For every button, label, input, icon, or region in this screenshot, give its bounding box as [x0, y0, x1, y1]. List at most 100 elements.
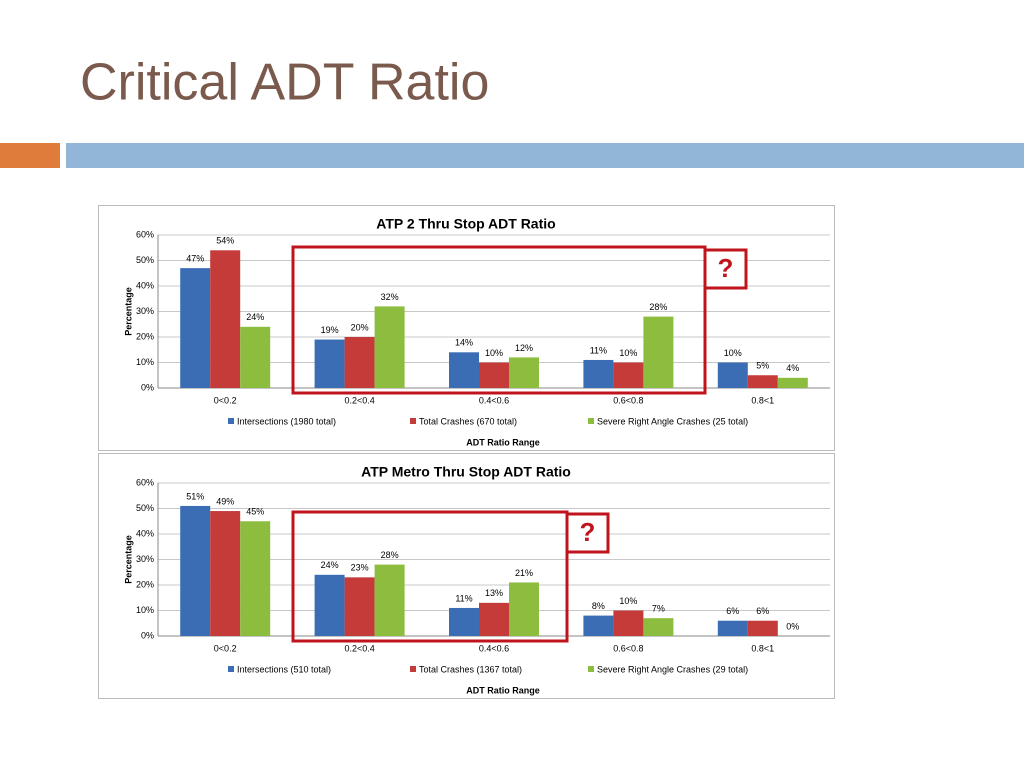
legend-label: Severe Right Angle Crashes (25 total)	[597, 416, 748, 426]
x-tick-label: 0<0.2	[214, 643, 237, 653]
data-label: 10%	[619, 596, 637, 606]
bar	[240, 521, 271, 636]
x-tick-label: 0.4<0.6	[479, 643, 509, 653]
bar	[479, 602, 509, 636]
x-tick-label: 0.8<1	[751, 643, 774, 653]
y-tick-label: 30%	[136, 554, 154, 564]
data-label: 10%	[485, 348, 503, 358]
highlight-box	[291, 245, 707, 395]
data-label: 7%	[652, 604, 665, 614]
data-label: 10%	[619, 348, 637, 358]
y-tick-label: 40%	[136, 280, 154, 290]
bar	[449, 352, 479, 388]
y-tick-label: 50%	[136, 503, 154, 513]
data-label: 6%	[726, 606, 739, 616]
chart-title: ATP 2 Thru Stop ADT Ratio	[376, 216, 555, 232]
legend-swatch	[588, 666, 594, 672]
data-label: 45%	[246, 507, 264, 517]
highlight-box	[291, 510, 569, 643]
data-label: 47%	[186, 254, 204, 264]
x-tick-label: 0<0.2	[214, 395, 237, 405]
x-tick-label: 0.6<0.8	[613, 395, 643, 405]
annotation: ?	[580, 517, 596, 547]
data-label: 28%	[649, 302, 667, 312]
data-label: 8%	[592, 601, 605, 611]
legend-label: Total Crashes (1367 total)	[419, 664, 522, 674]
data-label: 10%	[724, 348, 742, 358]
bar	[210, 250, 241, 388]
bar	[717, 620, 748, 636]
x-tick-label: 0.2<0.4	[344, 395, 374, 405]
y-axis-label: Percentage	[123, 287, 133, 336]
bar	[449, 607, 479, 636]
x-tick-label: 0.6<0.8	[613, 643, 643, 653]
legend-swatch	[228, 418, 234, 424]
y-tick-label: 10%	[136, 357, 154, 367]
bar	[180, 505, 211, 636]
data-label: 0%	[786, 621, 799, 631]
data-label: 21%	[515, 568, 533, 578]
bar	[509, 357, 539, 388]
x-tick-label: 0.8<1	[751, 395, 774, 405]
bar	[344, 337, 375, 388]
bar	[509, 582, 539, 636]
bar	[643, 618, 674, 636]
data-label: 49%	[216, 496, 234, 506]
data-label: 11%	[455, 593, 472, 603]
bar	[747, 375, 778, 388]
legend-label: Total Crashes (670 total)	[419, 416, 517, 426]
data-label: 23%	[351, 563, 369, 573]
data-label: 5%	[756, 361, 769, 371]
bar	[314, 574, 345, 636]
data-label: 51%	[186, 491, 204, 501]
bar	[777, 377, 808, 388]
annotation-box	[565, 512, 610, 554]
data-label: 24%	[246, 312, 264, 322]
y-axis-label: Percentage	[123, 535, 133, 584]
data-label: 11%	[590, 345, 607, 355]
bar	[613, 362, 644, 388]
bar	[374, 306, 405, 388]
legend-label: Intersections (510 total)	[237, 664, 331, 674]
y-tick-label: 0%	[141, 630, 154, 640]
y-tick-label: 60%	[136, 477, 154, 487]
chart-title: ATP Metro Thru Stop ADT Ratio	[361, 464, 571, 480]
bar	[479, 362, 509, 388]
bar	[717, 362, 748, 388]
y-tick-label: 0%	[141, 382, 154, 392]
y-tick-label: 10%	[136, 605, 154, 615]
data-label: 13%	[485, 588, 503, 598]
data-label: 4%	[786, 363, 799, 373]
bar	[210, 511, 241, 636]
bar	[747, 620, 778, 636]
data-label: 54%	[216, 236, 234, 246]
legend-swatch	[228, 666, 234, 672]
data-label: 14%	[455, 338, 473, 348]
data-label: 28%	[381, 550, 399, 560]
data-label: 32%	[381, 292, 399, 302]
slide-title: Critical ADT Ratio	[80, 54, 489, 112]
x-tick-label: 0.4<0.6	[479, 395, 509, 405]
bar	[240, 326, 271, 388]
x-axis-label: ADT Ratio Range	[466, 437, 540, 447]
annotation-box	[703, 248, 748, 290]
data-label: 20%	[351, 322, 369, 332]
y-tick-label: 50%	[136, 255, 154, 265]
bar	[314, 339, 345, 388]
bar	[643, 316, 674, 388]
bar	[583, 615, 614, 636]
legend-swatch	[410, 418, 416, 424]
legend-label: Intersections (1980 total)	[237, 416, 336, 426]
bar	[613, 610, 644, 636]
data-label: 12%	[515, 343, 533, 353]
bar	[374, 564, 405, 636]
y-tick-label: 20%	[136, 331, 154, 341]
y-tick-label: 30%	[136, 306, 154, 316]
data-label: 6%	[756, 606, 769, 616]
x-tick-label: 0.2<0.4	[344, 643, 374, 653]
bar	[344, 577, 375, 636]
bar	[583, 359, 614, 388]
data-label: 24%	[321, 560, 339, 570]
bar	[180, 268, 211, 388]
